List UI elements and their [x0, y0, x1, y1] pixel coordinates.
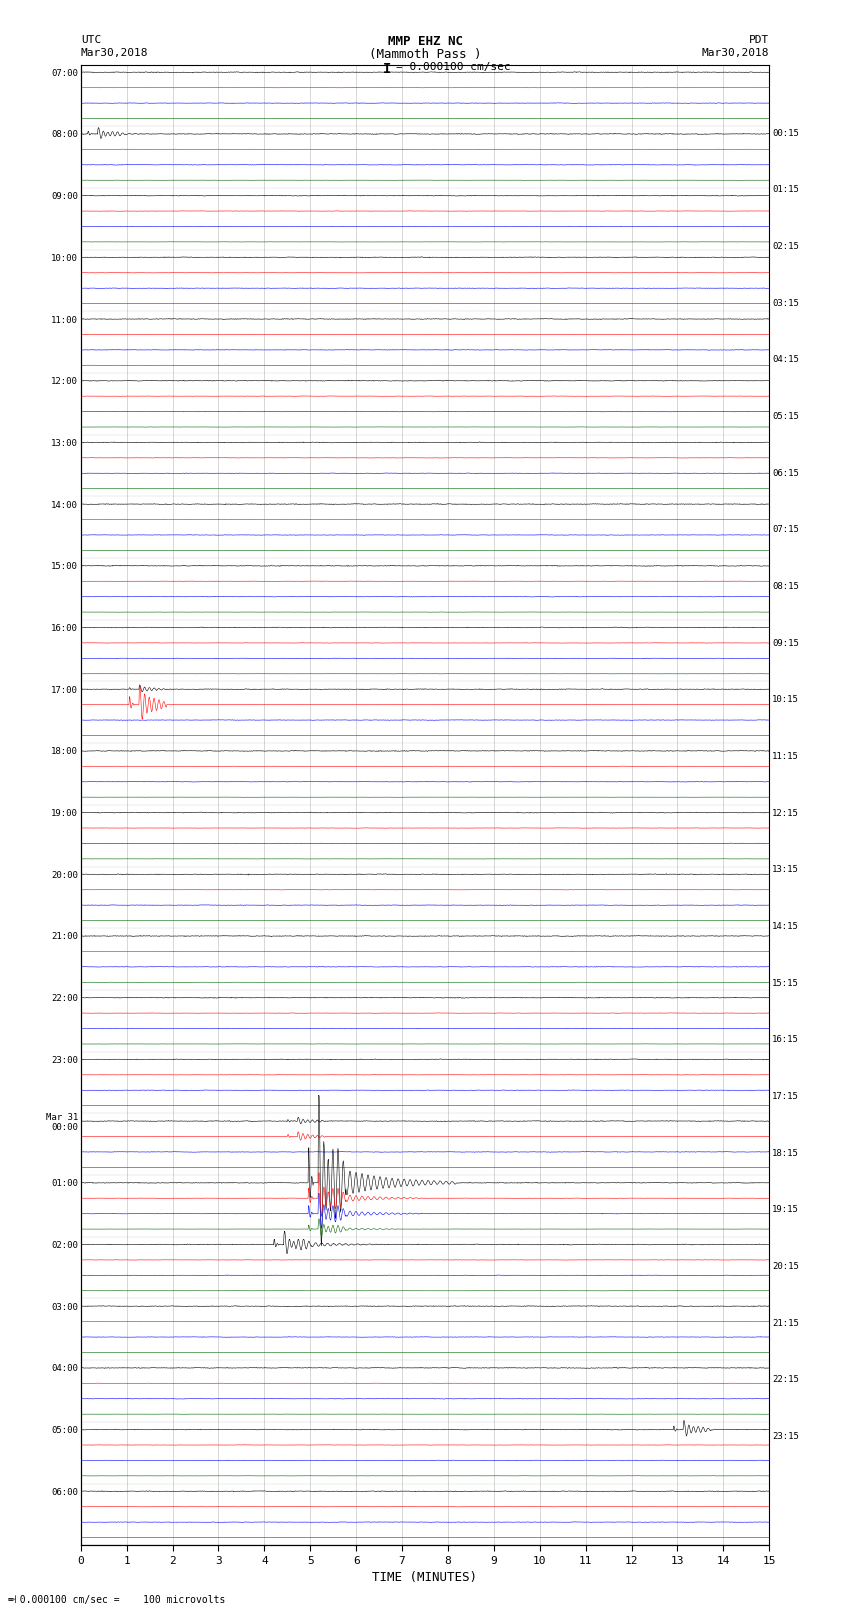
Text: UTC: UTC [81, 35, 101, 45]
Text: = 0.000100 cm/sec =    100 microvolts: = 0.000100 cm/sec = 100 microvolts [8, 1595, 226, 1605]
Text: (Mammoth Pass ): (Mammoth Pass ) [369, 48, 481, 61]
Text: Mar30,2018: Mar30,2018 [81, 48, 148, 58]
Text: PDT: PDT [749, 35, 769, 45]
Text: MMP EHZ NC: MMP EHZ NC [388, 35, 462, 48]
X-axis label: TIME (MINUTES): TIME (MINUTES) [372, 1571, 478, 1584]
Text: I: I [382, 63, 391, 76]
Text: $\dashv$: $\dashv$ [4, 1594, 17, 1605]
Text: = 0.000100 cm/sec: = 0.000100 cm/sec [396, 63, 511, 73]
Text: Mar30,2018: Mar30,2018 [702, 48, 769, 58]
